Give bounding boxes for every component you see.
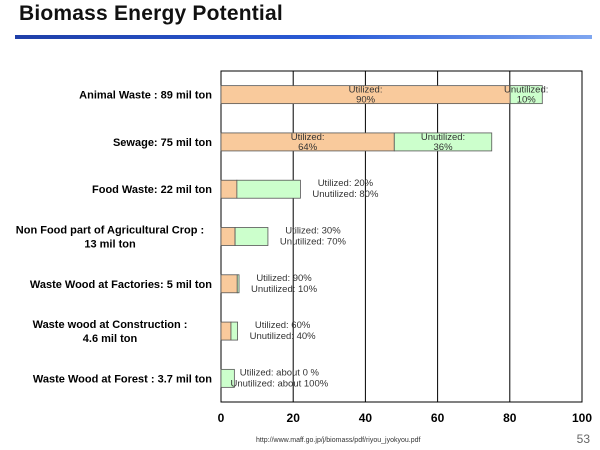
category-label: Non Food part of Agricultural Crop :13 m… <box>16 225 204 251</box>
data-label: Unutilized: 80% <box>312 189 379 200</box>
category-label: Waste Wood at Factories: 5 mil ton <box>30 279 212 291</box>
bar-utilized <box>220 227 236 246</box>
bar-unutilized <box>393 132 493 152</box>
data-label: Utilized: about 0 % <box>240 367 320 378</box>
data-label: Utilized: 20% <box>318 178 374 189</box>
x-tick-label: 40 <box>359 411 373 425</box>
data-label: Unutilized: about 100% <box>230 378 328 389</box>
category-label: Waste wood at Construction :4.6 mil ton <box>33 319 188 345</box>
data-label-unutilized: 36% <box>434 142 454 153</box>
bar-unutilized <box>230 321 239 341</box>
plot-frame <box>220 70 583 403</box>
data-label: Utilized: 60% <box>255 320 311 331</box>
category-label: Sewage: 75 mil ton <box>113 137 212 149</box>
data-label: Utilized: 90% <box>256 273 312 284</box>
bar-utilized <box>220 179 238 199</box>
data-label: Unutilized: 70% <box>280 237 347 248</box>
data-label-utilized: Utilized: <box>291 132 325 143</box>
bar-utilized <box>220 321 232 341</box>
bar-unutilized <box>236 179 301 199</box>
x-tick-label: 0 <box>218 411 225 425</box>
category-label: Animal Waste : 89 mil ton <box>79 90 212 102</box>
x-tick-label: 80 <box>503 411 517 425</box>
data-label-utilized: Utilized: <box>349 85 383 96</box>
data-label-utilized: 90% <box>356 95 376 106</box>
bar-unutilized <box>236 274 240 294</box>
page-number: 53 <box>576 432 590 446</box>
x-tick-label: 60 <box>431 411 445 425</box>
x-tick-label: 100 <box>572 411 592 425</box>
data-label-unutilized: Unutilized: <box>504 85 548 96</box>
data-label-unutilized: Unutilized: <box>421 132 465 143</box>
slide-title: Biomass Energy Potential <box>19 2 283 25</box>
data-label: Unutilized: 40% <box>250 331 317 342</box>
bar-unutilized <box>509 85 543 105</box>
source-url: http://www.maff.go.jp/j/biomass/pdf/riyo… <box>256 437 421 444</box>
bar-unutilized <box>220 368 235 388</box>
title-rule <box>15 35 592 39</box>
data-label: Unutilized: 10% <box>251 284 318 295</box>
bar-unutilized <box>234 227 269 246</box>
category-label: Food Waste: 22 mil ton <box>92 184 212 196</box>
x-tick-label: 20 <box>287 411 301 425</box>
data-label: Utilized: 30% <box>285 226 341 237</box>
data-label-unutilized: 10% <box>517 95 537 106</box>
bar-utilized <box>220 274 238 294</box>
data-label-utilized: 64% <box>298 142 318 153</box>
category-label: Waste Wood at Forest : 3.7 mil ton <box>33 373 212 385</box>
